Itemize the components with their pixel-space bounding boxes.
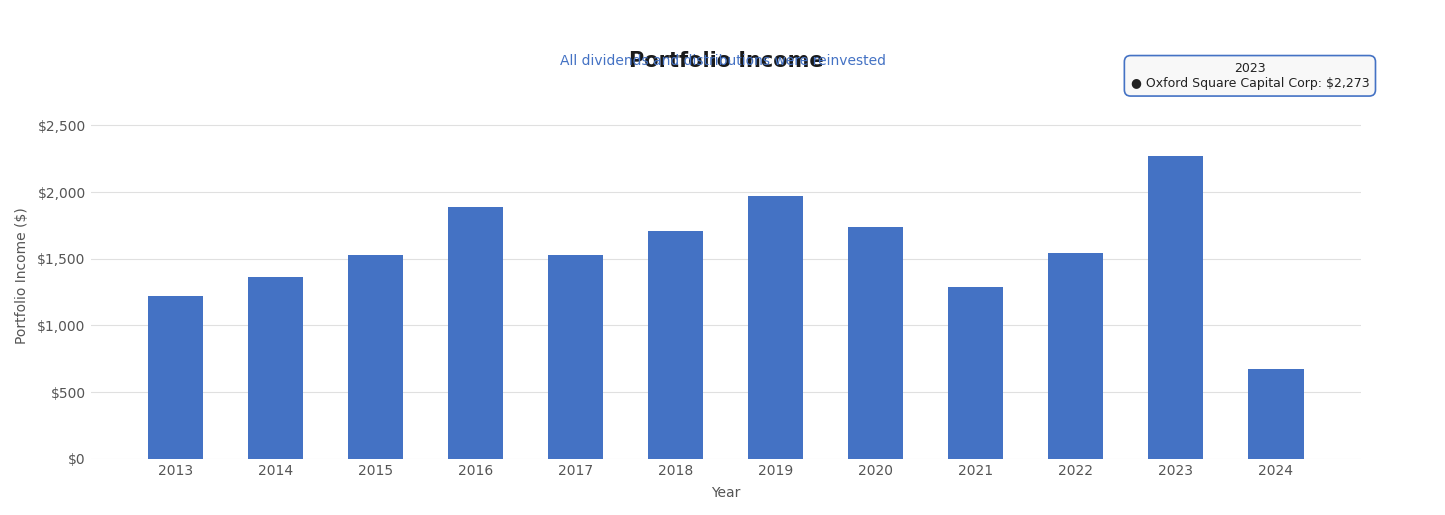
- Bar: [1049, 253, 1104, 459]
- Bar: [749, 196, 803, 459]
- Bar: [948, 287, 1003, 459]
- Y-axis label: Portfolio Income ($): Portfolio Income ($): [14, 207, 29, 344]
- Bar: [1248, 369, 1303, 459]
- Bar: [348, 255, 403, 459]
- Bar: [149, 296, 204, 459]
- Bar: [1149, 156, 1204, 459]
- Bar: [448, 207, 503, 459]
- Bar: [649, 231, 704, 459]
- Bar: [249, 278, 303, 459]
- Text: All dividends and distributions were reinvested: All dividends and distributions were rei…: [559, 54, 886, 68]
- Text: 2023
● Oxford Square Capital Corp: $2,273: 2023 ● Oxford Square Capital Corp: $2,27…: [1130, 62, 1370, 90]
- Bar: [848, 227, 903, 459]
- Bar: [549, 255, 604, 459]
- Title: Portfolio Income: Portfolio Income: [629, 51, 824, 71]
- X-axis label: Year: Year: [711, 486, 741, 500]
